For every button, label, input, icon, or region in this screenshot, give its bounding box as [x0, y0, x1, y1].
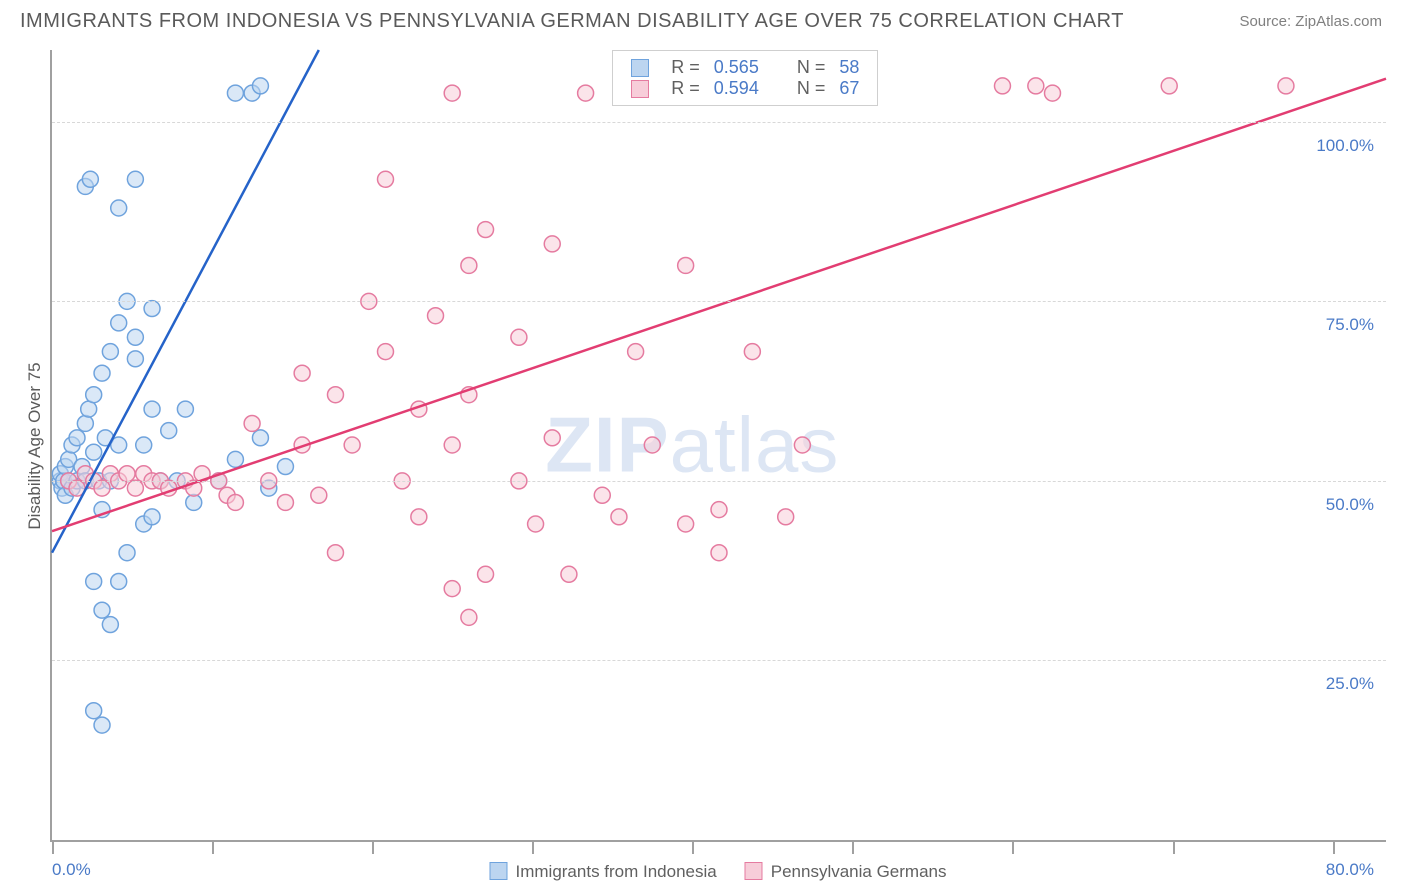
- xtick: [1333, 840, 1335, 854]
- ytick-label: 75.0%: [1326, 315, 1374, 335]
- plot-area: Disability Age Over 75 ZIPatlas R = 0.56…: [50, 50, 1386, 842]
- xtick: [692, 840, 694, 854]
- legend-item: Pennsylvania Germans: [745, 862, 947, 882]
- xtick: [212, 840, 214, 854]
- ytick-label: 100.0%: [1316, 136, 1374, 156]
- xtick: [372, 840, 374, 854]
- xtick: [532, 840, 534, 854]
- series-legend: Immigrants from Indonesia Pennsylvania Ge…: [489, 862, 946, 882]
- correlation-legend: R = 0.565N = 58R = 0.594N = 67: [612, 50, 878, 106]
- xtick: [1012, 840, 1014, 854]
- chart-source: Source: ZipAtlas.com: [1239, 13, 1382, 30]
- xtick: [1173, 840, 1175, 854]
- y-axis-label: Disability Age Over 75: [25, 362, 45, 529]
- gridline: [52, 481, 1386, 482]
- correlation-row: R = 0.594N = 67: [631, 78, 859, 99]
- xtick: [52, 840, 54, 854]
- xtick-label: 0.0%: [52, 860, 91, 880]
- ytick-label: 50.0%: [1326, 495, 1374, 515]
- gridline: [52, 122, 1386, 123]
- scatter-svg: [52, 50, 1386, 840]
- gridline: [52, 301, 1386, 302]
- gridline: [52, 660, 1386, 661]
- xtick-label: 80.0%: [1326, 860, 1374, 880]
- legend-item: Immigrants from Indonesia: [489, 862, 716, 882]
- ytick-label: 25.0%: [1326, 674, 1374, 694]
- xtick: [852, 840, 854, 854]
- correlation-row: R = 0.565N = 58: [631, 57, 859, 78]
- chart-title: IMMIGRANTS FROM INDONESIA VS PENNSYLVANI…: [20, 10, 1124, 33]
